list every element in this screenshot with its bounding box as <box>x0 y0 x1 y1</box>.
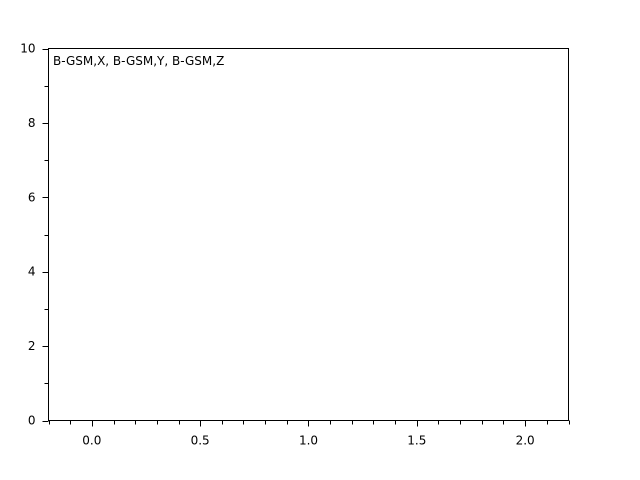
y-tick-label: 10 <box>20 42 35 56</box>
x-tick-label: 0.5 <box>191 434 210 448</box>
axis-ticks: 0.0 0.5 1.0 1.5 2.0 0 2 4 6 8 10 <box>20 42 570 448</box>
legend-label: B-GSM,X, B-GSM,Y, B-GSM,Z <box>53 54 224 68</box>
x-tick-label: 1.5 <box>407 434 426 448</box>
y-tick-label: 6 <box>28 190 36 204</box>
y-tick-label: 4 <box>28 265 36 279</box>
x-tick-label: 2.0 <box>516 434 535 448</box>
x-tick-label: 0.0 <box>82 434 101 448</box>
y-tick-label: 8 <box>28 116 36 130</box>
x-tick-label: 1.0 <box>299 434 318 448</box>
y-tick-label: 0 <box>28 414 36 428</box>
plot-frame <box>48 48 569 421</box>
y-tick-label: 2 <box>28 339 36 353</box>
